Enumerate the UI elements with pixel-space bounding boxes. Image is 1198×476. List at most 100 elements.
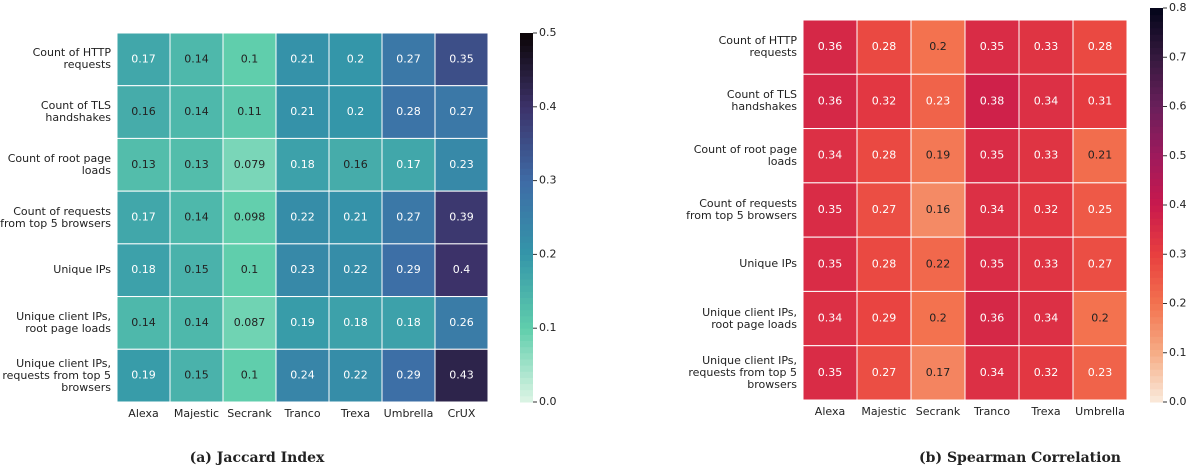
colorbar-segment [1150, 40, 1163, 48]
colorbar-segment [520, 334, 533, 341]
cell-label: 0.24 [290, 369, 315, 382]
cell-label: 0.1 [241, 52, 259, 65]
heatmap-cell [802, 128, 858, 184]
heatmap-cell [964, 182, 1020, 238]
cell-label: 0.32 [872, 94, 897, 107]
cell-label: 0.23 [449, 158, 474, 171]
heatmap-cell [116, 32, 171, 87]
colorbar-segment [520, 205, 533, 212]
colorbar-segment [1150, 250, 1163, 259]
colorbar-segment [520, 174, 533, 182]
cell-label: 0.15 [184, 263, 209, 276]
colorbar-segment [520, 309, 533, 317]
x-tick-label: CrUX [448, 407, 476, 420]
y-tick-label: Unique IPs [53, 263, 111, 277]
heatmap-cell [1072, 73, 1128, 130]
colorbar-segment [520, 88, 533, 95]
x-tick-label: Majestic [861, 405, 906, 418]
colorbar-tick-label: 0.5 [539, 26, 557, 39]
colorbar-tick-label: 0.6 [1169, 100, 1187, 113]
heatmap-cell [169, 296, 224, 350]
colorbar-segment [1150, 283, 1163, 291]
heatmap-cell [116, 296, 171, 350]
cell-label: 0.22 [926, 257, 951, 270]
colorbar-segment [520, 377, 533, 385]
colorbar-segment [1150, 8, 1163, 16]
colorbar-segment [520, 383, 533, 391]
heatmap-cell [1018, 290, 1074, 347]
x-tick-label: Tranco [283, 407, 320, 420]
colorbar-segment [520, 260, 533, 268]
colorbar-tick-label: 0.1 [539, 321, 557, 334]
cell-label: 0.087 [234, 316, 266, 329]
colorbar-segment [520, 119, 533, 126]
colorbar-tick-label: 0.3 [539, 174, 557, 187]
colorbar-segment [520, 371, 533, 378]
cell-label: 0.079 [234, 158, 266, 171]
cell-label: 0.21 [290, 105, 315, 118]
colorbar-segment [1150, 362, 1163, 370]
colorbar-segment [520, 76, 533, 83]
colorbar-tick-label: 0.4 [539, 100, 557, 113]
colorbar-segment [1150, 80, 1163, 88]
colorbar-tick-label: 0.0 [539, 395, 557, 408]
cell-label: 0.19 [290, 316, 315, 329]
cell-label: 0.32 [1034, 203, 1059, 216]
cell-label: 0.18 [290, 158, 315, 171]
cell-label: 0.39 [449, 211, 474, 224]
colorbar-segment [1150, 277, 1163, 285]
colorbar-tick-label: 0.1 [1169, 346, 1187, 359]
cell-label: 0.17 [926, 366, 951, 379]
heatmap-cell [434, 137, 489, 192]
colorbar-segment [520, 279, 533, 286]
cell-label: 0.34 [818, 312, 843, 325]
colorbar-segment [520, 168, 533, 175]
cell-label: 0.14 [131, 316, 156, 329]
heatmap-cell [381, 137, 436, 192]
heatmap-cell [116, 85, 171, 139]
y-tick-label: Unique client IPs, requests from top 5 b… [688, 353, 797, 391]
colorbar-segment [1150, 336, 1163, 344]
cell-label: 0.22 [290, 211, 315, 224]
y-tick-label: Count of root page loads [693, 142, 797, 168]
colorbar-segment [520, 291, 533, 298]
colorbar-segment [520, 297, 533, 305]
colorbar-segment [1150, 86, 1163, 94]
colorbar-segment [1150, 152, 1163, 160]
cell-label: 0.43 [449, 369, 474, 382]
cell-label: 0.17 [131, 211, 156, 224]
cell-label: 0.14 [184, 316, 209, 329]
x-tick-label: Alexa [128, 407, 158, 420]
cell-label: 0.35 [818, 366, 843, 379]
y-tick-label: Unique client IPs, root page loads [702, 305, 797, 331]
cell-label: 0.27 [396, 52, 421, 65]
colorbar-segment [520, 57, 533, 65]
colorbar-tick-label: 0.8 [1169, 1, 1187, 14]
colorbar-segment [1150, 14, 1163, 22]
heatmap-cell [1018, 182, 1074, 238]
colorbar-segment [1150, 290, 1163, 298]
y-tick-label: Count of HTTP requests [718, 34, 797, 60]
cell-label: 0.2 [1091, 312, 1109, 325]
heatmap-cell [856, 128, 912, 184]
heatmap-cell [222, 243, 277, 298]
colorbar-segment [520, 186, 533, 194]
colorbar-segment [520, 340, 533, 348]
cell-label: 0.14 [184, 105, 209, 118]
heatmap-cell [964, 19, 1020, 75]
colorbar-segment [1150, 205, 1163, 213]
heatmap-cell [222, 348, 277, 403]
cell-label: 0.28 [396, 105, 421, 118]
heatmap-cell [910, 73, 966, 130]
colorbar-segment [520, 69, 533, 77]
cell-label: 0.27 [449, 105, 474, 118]
cell-label: 0.35 [980, 257, 1005, 270]
colorbar-segment [520, 162, 533, 169]
colorbar-tick-label: 0.2 [539, 247, 557, 260]
colorbar-segment [1150, 375, 1163, 383]
colorbar-segment [520, 235, 533, 243]
colorbar-segment [520, 112, 533, 120]
colorbar-segment [1150, 237, 1163, 245]
x-tick-label: Tranco [973, 405, 1010, 418]
